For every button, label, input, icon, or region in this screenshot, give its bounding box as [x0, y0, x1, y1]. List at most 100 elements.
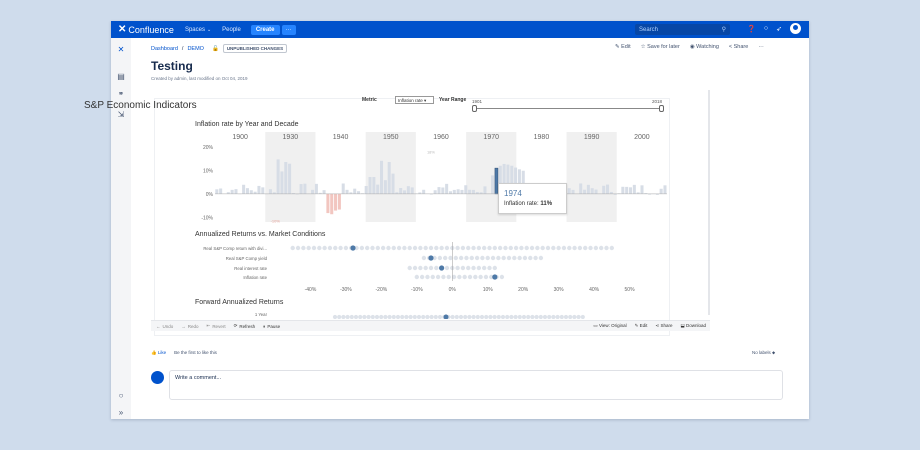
inflation-bar: [399, 187, 403, 194]
spaces-menu[interactable]: Spaces ⌄: [185, 27, 211, 33]
data-dot: [311, 245, 317, 251]
data-dot: [327, 245, 333, 251]
chevron-down-icon: ⌄: [206, 26, 212, 33]
forward-dot: [559, 314, 564, 319]
view-original-button[interactable]: ▭ View: Original: [593, 323, 627, 328]
expand-sidebar-icon[interactable]: »: [118, 407, 124, 417]
data-dot: [528, 255, 533, 261]
confluence-logo[interactable]: ✕ Confluence: [118, 24, 174, 35]
edit-action[interactable]: ✎ Edit: [615, 44, 631, 50]
data-dot: [434, 245, 439, 251]
data-dot: [485, 255, 490, 261]
decade-label: 1950: [383, 134, 399, 141]
breadcrumb-space[interactable]: DEMO: [187, 45, 204, 52]
inflation-bar: [648, 193, 652, 195]
space-logo-icon[interactable]: ✕: [117, 44, 125, 54]
forward-dot: [563, 314, 569, 319]
labels-area[interactable]: No labels ⬥: [752, 350, 775, 355]
inflation-bar: [510, 165, 514, 194]
inflation-bar: [594, 189, 598, 194]
x-tick-label: 20%: [518, 287, 529, 293]
inflation-bar: [299, 184, 303, 194]
inflation-bar: [261, 187, 265, 194]
inflation-bar: [437, 187, 441, 194]
viz-edit-button[interactable]: ✎ Edit: [634, 323, 648, 328]
page-tree-icon[interactable]: ⇲: [117, 109, 125, 119]
row-label: Real S&P Comp return with divi...: [203, 246, 267, 251]
year-max-handle[interactable]: [659, 105, 664, 112]
data-dot: [439, 245, 444, 251]
year-range-slider[interactable]: [475, 108, 663, 109]
data-dot: [306, 245, 311, 251]
data-dot: [524, 245, 529, 251]
notifications-icon[interactable]: ○: [763, 25, 769, 32]
viz-scrollbar[interactable]: [708, 90, 710, 315]
viz-toolbar: ← Undo → Redo ⇤ Revert ⟳ Refresh ⏸ Pause…: [151, 320, 710, 331]
comment-input[interactable]: Write a comment...: [169, 370, 783, 400]
forward-dot: [400, 314, 405, 319]
year-min-handle[interactable]: [472, 105, 477, 112]
section-inflation-title: Inflation rate by Year and Decade: [195, 121, 299, 128]
people-link[interactable]: People: [222, 26, 241, 33]
save-later-action[interactable]: ☆ Save for later: [641, 44, 680, 50]
inflation-bar: [402, 190, 407, 194]
page-actions: ✎ Edit ☆ Save for later ◉ Watching < Sha…: [615, 44, 764, 50]
data-dot: [423, 245, 428, 251]
status-badge[interactable]: UNPUBLISHED CHANGES: [222, 44, 288, 53]
decade-band: [365, 132, 416, 222]
inflation-bar: [360, 193, 364, 194]
create-button[interactable]: Create: [250, 24, 280, 35]
x-tick-label: 40%: [589, 287, 600, 293]
page-byline: Created by admin, last modified on Oct 0…: [151, 76, 248, 81]
settings-icon[interactable]: ○: [118, 390, 124, 400]
forward-dot: [463, 314, 468, 319]
like-button[interactable]: 👍 Like: [151, 350, 166, 356]
help-icon[interactable]: ❓: [747, 25, 756, 33]
breadcrumb-dashboard[interactable]: Dashboard: [151, 45, 178, 52]
data-dot: [533, 255, 538, 261]
search-icon: ⚲: [721, 27, 726, 33]
inflation-bar: [357, 191, 361, 194]
inflation-bar: [632, 184, 636, 194]
more-actions-button[interactable]: ···: [758, 44, 764, 50]
highlight-dot: [439, 265, 445, 271]
spaces-label: Spaces: [184, 26, 205, 33]
share-action[interactable]: < Share: [729, 44, 748, 50]
refresh-button[interactable]: ⟳ Refresh: [233, 323, 256, 329]
blog-icon[interactable]: ❞: [118, 90, 124, 100]
download-button[interactable]: ⬓ Download: [680, 323, 706, 328]
data-dot: [598, 245, 604, 251]
data-dot: [453, 255, 459, 261]
lock-icon[interactable]: 🔓: [211, 45, 219, 52]
pages-icon[interactable]: ▤: [117, 71, 125, 81]
forward-dot: [526, 314, 531, 319]
data-dot: [529, 245, 535, 251]
forward-dot: [484, 314, 489, 319]
search-input[interactable]: Search ⚲: [635, 24, 730, 35]
rocket-icon[interactable]: ➶: [776, 25, 782, 33]
returns-dot-chart: Real S&P Comp return with divi... Real S&…: [203, 242, 635, 293]
revert-button[interactable]: ⇤ Revert: [206, 323, 226, 329]
undo-button[interactable]: ← Undo: [156, 323, 174, 329]
x-tick-label: 30%: [554, 287, 565, 293]
data-dot: [466, 245, 471, 251]
redo-button[interactable]: → Redo: [181, 323, 199, 329]
watching-action[interactable]: ◉ Watching: [690, 44, 719, 50]
data-dot: [444, 265, 450, 271]
inflation-bar: [663, 185, 667, 194]
inflation-bar: [337, 193, 341, 210]
data-dot: [396, 245, 402, 251]
inflation-bar: [471, 189, 475, 194]
data-dot: [512, 255, 517, 261]
inflation-bar: [429, 193, 433, 195]
create-more-button[interactable]: ···: [281, 24, 296, 35]
metric-value: Inflation rate: [398, 98, 423, 103]
inflation-bar: [303, 183, 307, 194]
inflation-bar: [644, 193, 648, 194]
user-avatar[interactable]: [790, 23, 801, 34]
viz-share-button[interactable]: ⋖ Share: [655, 323, 673, 328]
pause-button[interactable]: ⏸ Pause: [263, 323, 281, 329]
forward-dot: [492, 314, 497, 319]
metric-dropdown[interactable]: Inflation rate ▾: [395, 96, 434, 104]
revert-label: Revert: [212, 323, 226, 329]
